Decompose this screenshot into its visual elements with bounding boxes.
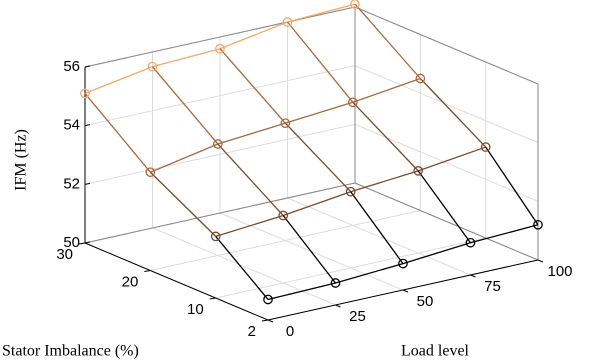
grid-line: [84, 123, 356, 185]
data-point: [215, 43, 225, 54]
z-tick: [84, 182, 91, 185]
x-tick: [537, 259, 544, 263]
data-point: [147, 61, 158, 72]
mesh-column: [215, 235, 269, 300]
z-tick-label: 52: [63, 175, 80, 192]
data-point: [210, 231, 221, 242]
box-edge: [84, 182, 356, 244]
grid-line: [150, 210, 421, 271]
x-tick-label: 75: [484, 278, 501, 295]
x-tick-label: 0: [286, 323, 294, 340]
x-tick-label: 25: [349, 308, 366, 325]
mesh-column: [84, 92, 151, 173]
y-tick-label: 30: [56, 246, 73, 263]
y-axis: [84, 242, 269, 321]
box-edge: [354, 182, 539, 261]
y-axis-label: Stator Imbalance (%): [2, 343, 139, 360]
x-tick: [335, 304, 341, 308]
grid-line: [287, 197, 471, 276]
data-point: [398, 258, 408, 269]
data-point: [330, 278, 341, 288]
data-point: [80, 88, 90, 99]
y-tick: [261, 319, 269, 322]
mesh-column: [219, 48, 286, 124]
data-point: [350, 0, 360, 9]
data-point: [278, 210, 289, 221]
data-point: [280, 118, 291, 129]
y-tick: [209, 297, 216, 300]
mesh-column: [350, 191, 404, 264]
x-tick: [470, 274, 476, 278]
z-tick-label: 54: [63, 117, 80, 134]
mesh-row: [150, 77, 421, 173]
y-tick: [144, 270, 151, 272]
data-point: [533, 219, 543, 230]
x-tick: [402, 289, 409, 293]
data-point: [415, 73, 426, 84]
data-point: [480, 142, 491, 152]
z-tick-label: 56: [63, 58, 80, 75]
mesh-column: [419, 78, 487, 148]
mesh-column: [217, 143, 284, 216]
mesh-column: [282, 215, 337, 284]
grid-line: [354, 65, 539, 144]
data-point: [465, 237, 476, 248]
box-edge: [84, 6, 356, 68]
x-tick: [267, 319, 274, 323]
grid-line: [354, 123, 539, 202]
mesh-column: [417, 170, 472, 244]
y-tick: [78, 242, 86, 245]
box-edge: [354, 6, 539, 85]
mesh-column: [354, 3, 421, 79]
grid-line: [152, 227, 336, 306]
data-point: [213, 139, 223, 149]
data-point: [282, 17, 293, 27]
y-tick-label: 10: [187, 301, 204, 318]
y-tick-label: 2: [248, 323, 256, 340]
mesh-column: [352, 101, 419, 172]
z-tick-label: 50: [63, 234, 80, 251]
mesh-column: [485, 146, 539, 226]
z-tick: [84, 65, 91, 68]
data-point: [263, 294, 273, 305]
z-axis-label: IFM (Hz): [13, 129, 30, 191]
x-tick-label: 50: [417, 293, 434, 310]
grid-line: [215, 237, 486, 299]
mesh-column: [152, 66, 219, 145]
data-point: [345, 186, 356, 197]
x-axis-label: Load level: [401, 343, 470, 360]
y-tick-label: 20: [122, 273, 139, 290]
grid-line: [84, 65, 356, 127]
x-tick-label: 100: [547, 263, 572, 280]
data-point: [413, 166, 424, 176]
mesh-column: [149, 171, 217, 237]
mesh-column: [286, 21, 354, 103]
data-point: [348, 97, 358, 108]
mesh-column: [284, 122, 352, 193]
z-tick: [84, 241, 91, 244]
z-tick: [84, 124, 91, 127]
data-point: [145, 167, 156, 178]
